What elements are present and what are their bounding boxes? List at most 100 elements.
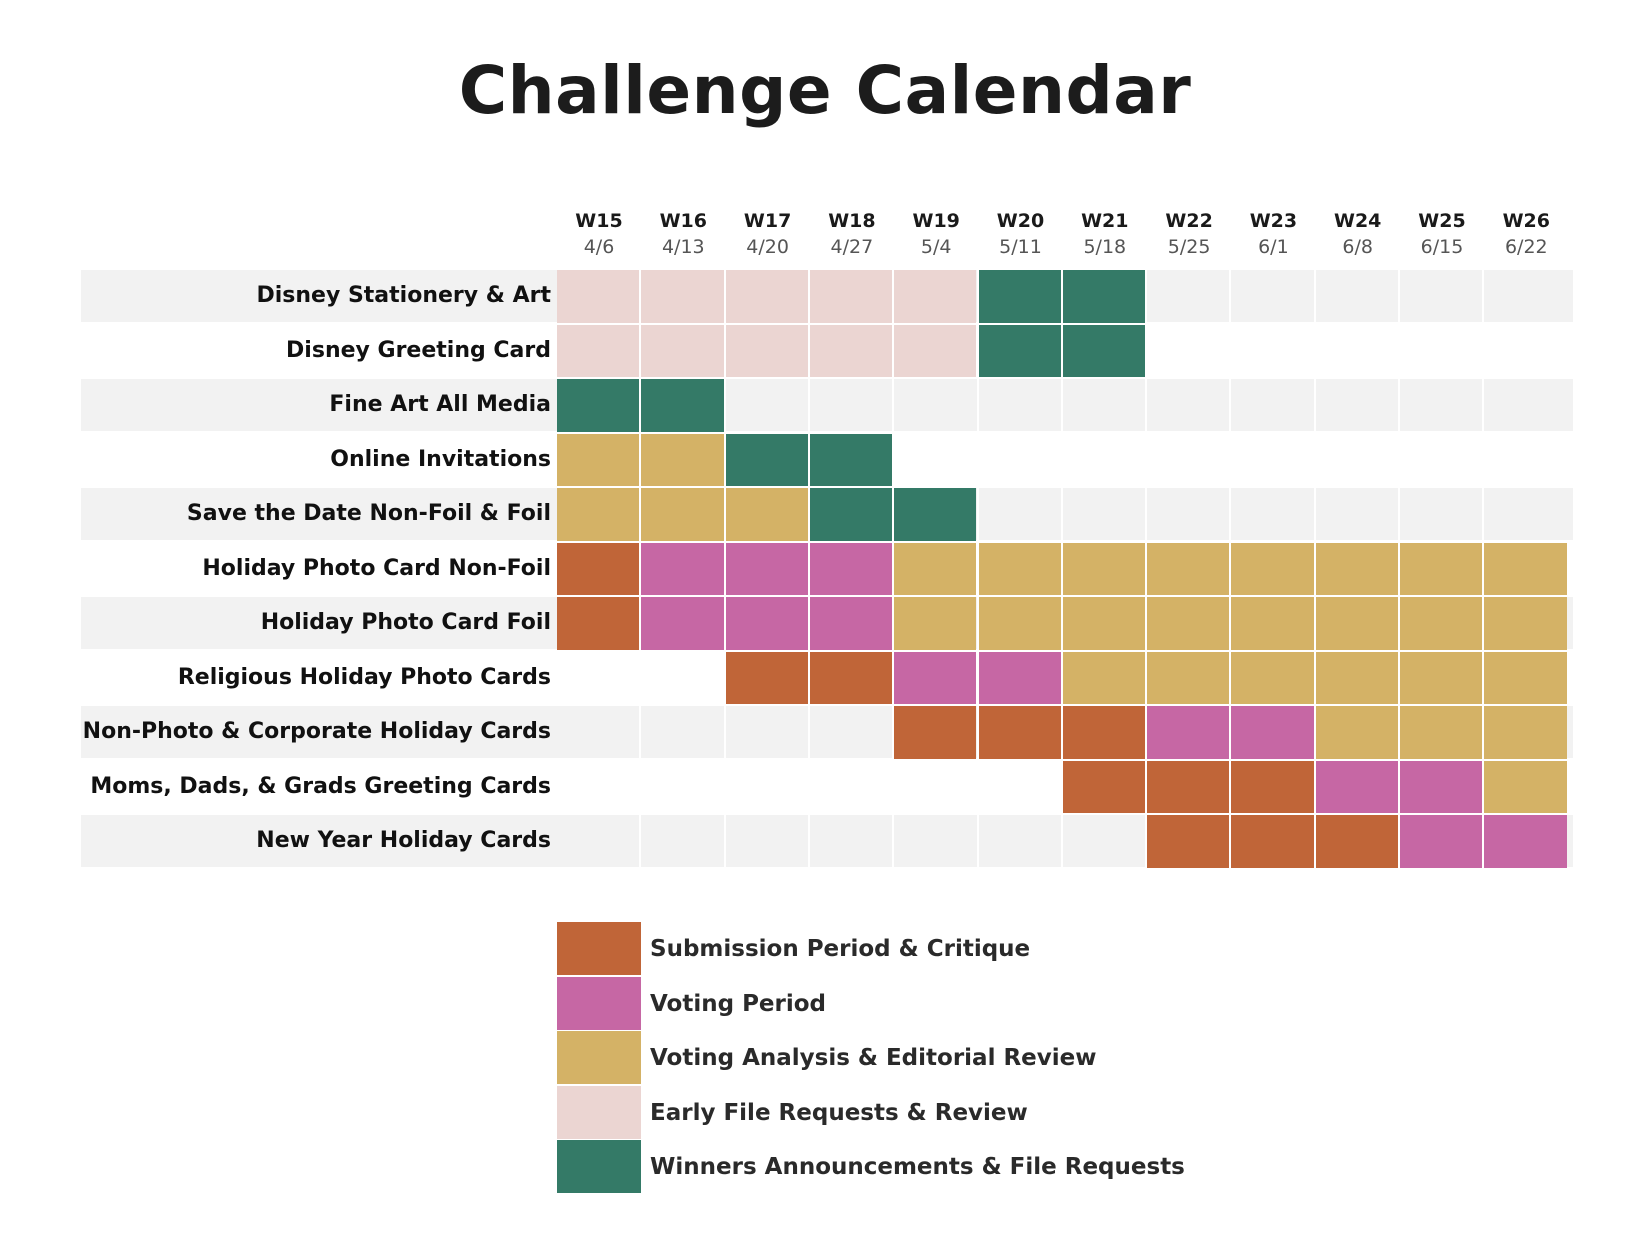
calendar-cell (725, 488, 808, 541)
week-header: W20 5/11 (979, 210, 1063, 258)
calendar-cell (1400, 760, 1483, 813)
grid-line (1229, 270, 1232, 870)
calendar-cell (894, 488, 977, 541)
row-label: Holiday Photo Card Non-Foil (202, 555, 551, 581)
calendar-cell (1062, 270, 1146, 323)
week-header: W24 6/8 (1316, 210, 1400, 258)
grid-line (1398, 270, 1400, 870)
row-label: Online Invitations (330, 446, 551, 472)
calendar-cell (1231, 542, 1314, 595)
week-label: W18 (828, 210, 876, 232)
week-header: W15 4/6 (557, 210, 641, 258)
calendar-cell (1062, 597, 1146, 650)
calendar-cell (1231, 760, 1314, 813)
calendar-cell (557, 542, 640, 595)
week-label: W26 (1502, 210, 1550, 232)
calendar-cell (1315, 597, 1398, 650)
calendar-cell (1400, 815, 1483, 868)
week-header: W17 4/20 (726, 210, 810, 258)
grid-line (1313, 270, 1316, 870)
calendar-cell (725, 542, 808, 595)
week-label: W16 (659, 210, 707, 232)
calendar-cell (1147, 651, 1230, 704)
week-label: W25 (1418, 210, 1466, 232)
calendar-cell (557, 433, 640, 486)
week-header: W21 5/18 (1063, 210, 1147, 258)
calendar-cell (1315, 542, 1398, 595)
calendar-cell (894, 542, 977, 595)
calendar-cell (1231, 597, 1314, 650)
calendar-cell (1231, 815, 1314, 868)
grid-line (892, 270, 895, 870)
grid-line (1482, 270, 1485, 870)
calendar-cell (641, 597, 724, 650)
week-header: W18 4/27 (810, 210, 894, 258)
calendar-cell (809, 651, 893, 704)
week-header: W25 6/15 (1400, 210, 1484, 258)
legend-swatch (557, 922, 641, 975)
legend-label: Submission Period & Critique (650, 936, 1031, 962)
calendar-cell (641, 379, 724, 432)
week-header: W22 5/25 (1147, 210, 1231, 258)
week-date: 6/22 (1504, 236, 1548, 258)
calendar-cell (1484, 651, 1567, 704)
week-date: 6/8 (1342, 236, 1373, 258)
calendar-cell (1147, 760, 1230, 813)
calendar-cell (641, 488, 724, 541)
week-label: W19 (912, 210, 960, 232)
week-label: W17 (743, 210, 792, 232)
calendar-cell (978, 270, 1061, 323)
calendar-cell (1315, 760, 1398, 813)
calendar-cell (809, 597, 893, 650)
calendar-cell (1484, 815, 1567, 868)
calendar-cell (809, 488, 893, 541)
calendar-cell (557, 270, 640, 323)
legend-label: Early File Requests & Review (650, 1099, 1028, 1126)
calendar-cell (557, 324, 640, 377)
calendar-cell (978, 324, 1061, 377)
week-date: 5/25 (1167, 236, 1211, 258)
calendar-cell (1315, 651, 1398, 704)
calendar-cell (894, 706, 977, 759)
calendar-cell (725, 651, 808, 704)
calendar-cell (1484, 597, 1567, 650)
calendar-cell (1315, 706, 1398, 759)
legend-label: Voting Analysis & Editorial Review (650, 1045, 1097, 1071)
calendar-cell (809, 542, 893, 595)
calendar-cell (1062, 542, 1146, 595)
calendar-cell (1400, 706, 1483, 759)
calendar-cell (894, 651, 977, 704)
calendar-cell (1147, 542, 1230, 595)
week-label: W21 (1081, 210, 1129, 232)
calendar-cell (809, 433, 893, 486)
week-label: W23 (1249, 210, 1298, 232)
row-label: Non-Photo & Corporate Holiday Cards (82, 719, 551, 744)
calendar-cell (1231, 651, 1314, 704)
week-date: 4/13 (661, 236, 705, 258)
week-header: W26 6/22 (1484, 210, 1568, 258)
week-date: 4/20 (746, 236, 789, 258)
calendar-cell (641, 542, 724, 595)
week-label: W24 (1333, 210, 1382, 232)
calendar-cell (894, 270, 977, 323)
calendar-cell (1484, 706, 1567, 759)
week-header: W19 5/4 (894, 210, 978, 258)
calendar-cell (1062, 324, 1146, 377)
grid-line (1145, 270, 1148, 870)
week-label: W20 (996, 210, 1045, 232)
legend-label: Winners Announcements & File Requests (650, 1154, 1185, 1180)
calendar-cell (1062, 760, 1146, 813)
calendar-cell (641, 324, 724, 377)
calendar-cell (1484, 760, 1567, 813)
calendar-cell (725, 324, 808, 377)
calendar-cell (1147, 597, 1230, 650)
week-date: 4/6 (583, 236, 615, 258)
legend-swatch (557, 1085, 641, 1139)
week-label: W22 (1165, 210, 1213, 232)
week-header: W23 6/1 (1231, 210, 1315, 258)
legend-swatch (557, 1031, 641, 1084)
calendar-cell (978, 542, 1061, 595)
week-date: 5/4 (920, 236, 952, 258)
week-date: 6/15 (1420, 236, 1464, 258)
calendar-cell (1315, 815, 1398, 868)
